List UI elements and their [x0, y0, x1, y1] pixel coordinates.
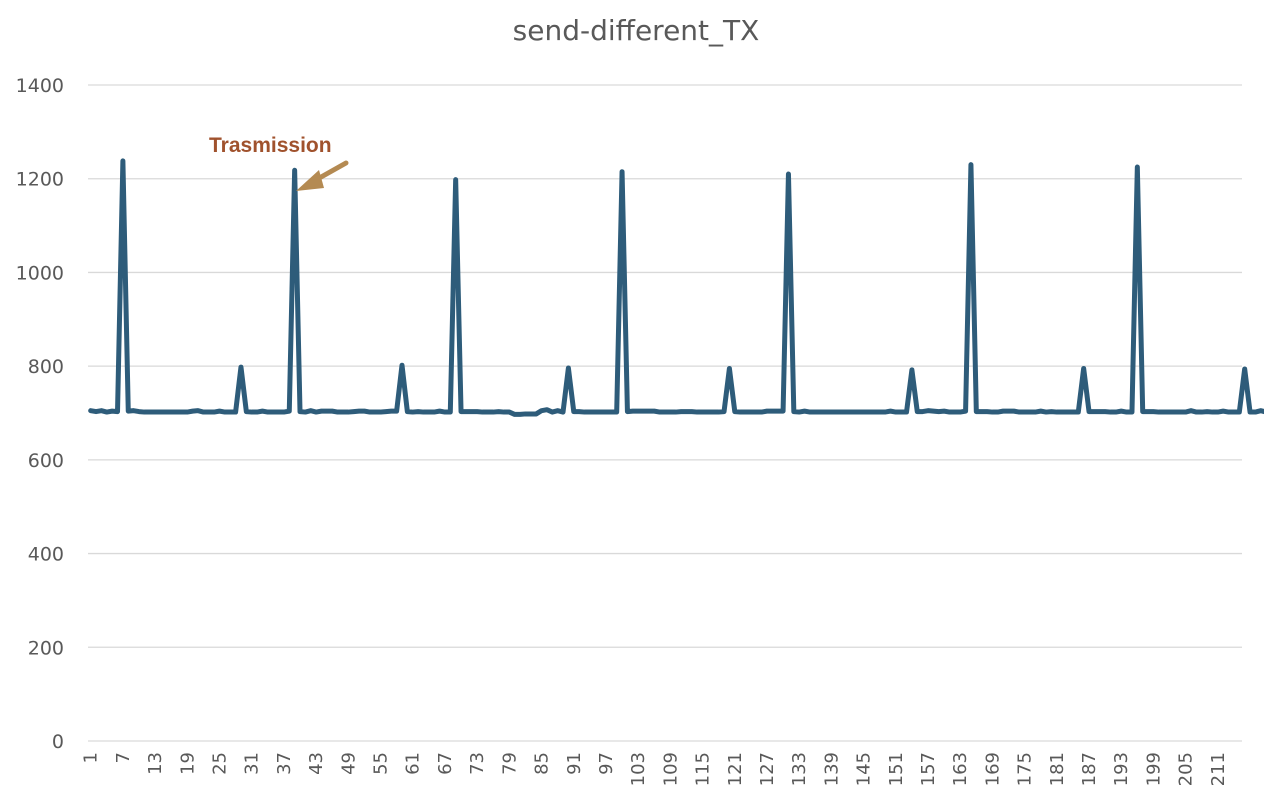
annotation-text: Trasmission — [209, 134, 332, 157]
x-tick-label: 157 — [918, 752, 939, 786]
x-tick-label: 13 — [145, 752, 166, 775]
series-points-0 — [90, 160, 1261, 415]
x-tick-label: 139 — [821, 752, 842, 786]
series-layer — [88, 158, 1264, 417]
x-tick-label: 133 — [789, 752, 810, 786]
x-tick-label: 37 — [274, 752, 295, 775]
x-tick-label: 85 — [532, 752, 553, 775]
y-tick-label: 800 — [28, 356, 64, 378]
y-tick-label: 0 — [52, 731, 64, 753]
annotation-arrow-head — [296, 170, 324, 191]
x-tick-label: 31 — [242, 752, 263, 775]
x-tick-label: 211 — [1208, 752, 1229, 786]
x-tick-label: 115 — [693, 752, 714, 786]
x-tick-label: 67 — [435, 752, 456, 775]
x-tick-label: 25 — [210, 752, 231, 775]
x-tick-label: 79 — [499, 752, 520, 775]
y-tick-label: 200 — [28, 637, 64, 659]
x-tick-label: 127 — [757, 752, 778, 786]
x-tick-label: 7 — [113, 752, 134, 763]
x-tick-label: 109 — [660, 752, 681, 786]
x-tick-label: 181 — [1047, 752, 1068, 786]
x-axis-ticks: 1 7 13 19 25 31 37 43 49 55 61 67 73 79 85 91 97 103 109 11… — [81, 752, 1229, 786]
x-tick-label: 151 — [886, 752, 907, 786]
series-line-0 — [88, 158, 1264, 417]
y-tick-label: 1200 — [16, 169, 64, 191]
chart-title: send-different_TX — [513, 14, 760, 47]
x-tick-label: 91 — [564, 752, 585, 775]
y-axis-ticks: 0 200 400 600 800 1000 1200 1400 — [16, 75, 64, 753]
x-tick-label: 43 — [306, 752, 327, 775]
x-tick-label: 145 — [854, 752, 875, 786]
x-tick-label: 199 — [1143, 752, 1164, 786]
x-tick-label: 163 — [950, 752, 971, 786]
x-tick-label: 193 — [1111, 752, 1132, 786]
gridlines — [88, 84, 1242, 742]
annotation-layer: Trasmission — [209, 134, 349, 191]
y-tick-label: 400 — [28, 544, 64, 566]
x-tick-label: 103 — [628, 752, 649, 786]
y-tick-label: 1000 — [16, 262, 64, 284]
x-tick-label: 169 — [982, 752, 1003, 786]
x-tick-label: 1 — [81, 752, 102, 763]
x-tick-label: 55 — [371, 752, 392, 775]
x-tick-label: 205 — [1176, 752, 1197, 786]
x-tick-label: 19 — [177, 752, 198, 775]
x-tick-label: 61 — [403, 752, 424, 775]
x-tick-label: 49 — [338, 752, 359, 775]
x-tick-label: 121 — [725, 752, 746, 786]
x-tick-label: 187 — [1079, 752, 1100, 786]
y-tick-label: 600 — [28, 450, 64, 472]
x-tick-label: 97 — [596, 752, 617, 775]
x-tick-label: 73 — [467, 752, 488, 775]
y-tick-label: 1400 — [16, 75, 64, 97]
x-tick-label: 175 — [1015, 752, 1036, 786]
